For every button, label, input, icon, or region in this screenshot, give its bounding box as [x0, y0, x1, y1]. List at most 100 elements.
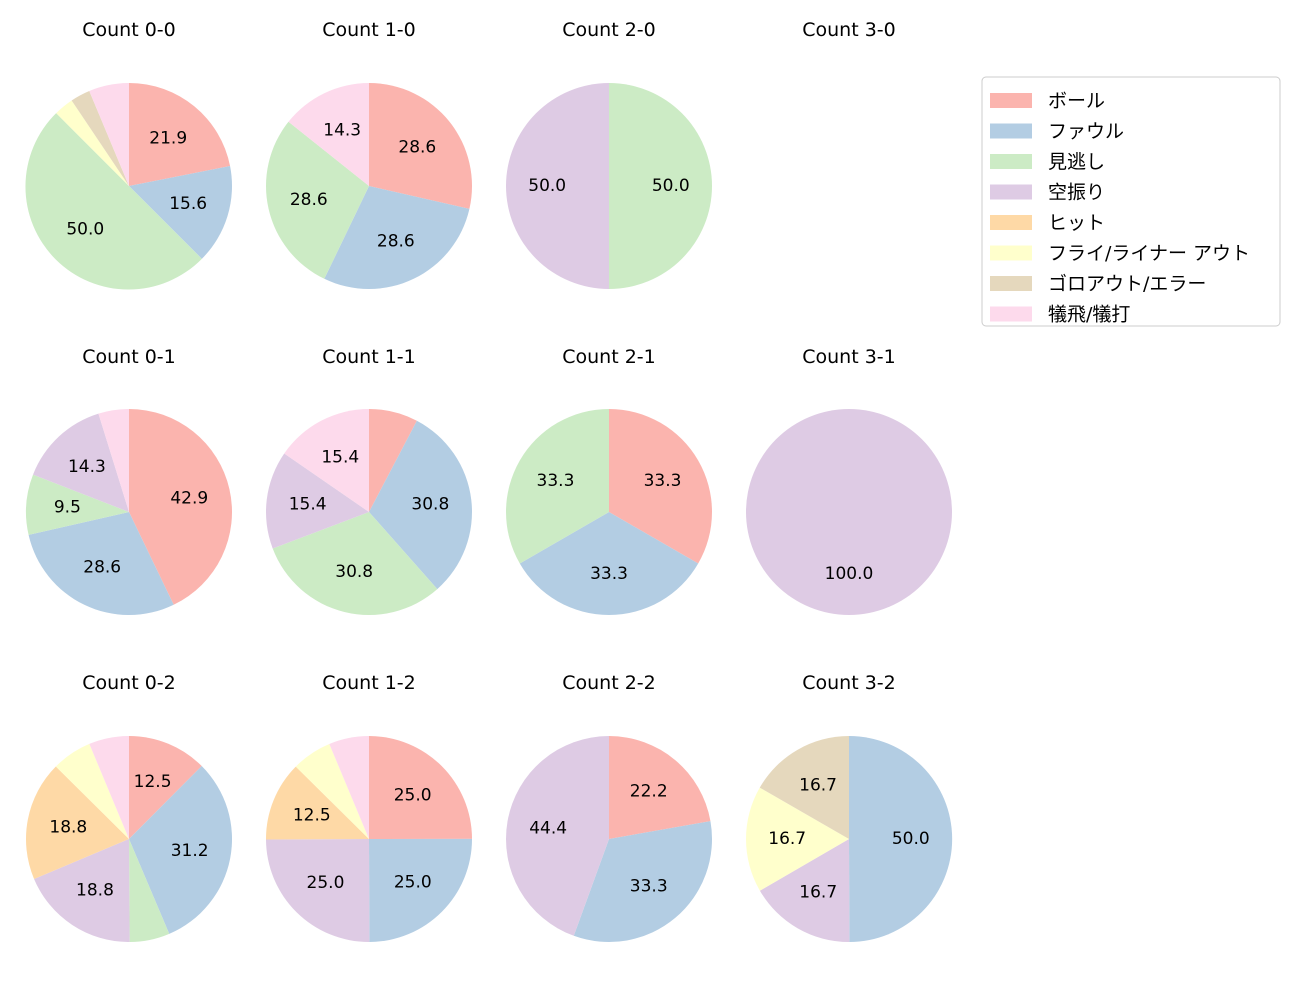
pie-4-label-2: 9.5 [54, 497, 81, 517]
pie-title-10: Count 2-2 [562, 672, 656, 694]
pie-10: Count 2-2 22.2 33.3 44.4 [505, 672, 713, 943]
pie-title-9: Count 1-2 [322, 672, 416, 694]
pie-2-label-3: 50.0 [528, 176, 566, 196]
pie-5: Count 1-1 30.8 30.8 15.4 15.4 [265, 346, 473, 616]
pie-5-slice-1 [369, 420, 473, 590]
pie-8-slice-3 [34, 839, 130, 943]
pie-9-label-0: 25.0 [394, 785, 432, 805]
legend-label-6: ゴロアウト/エラー [1048, 273, 1206, 295]
pie-7: Count 3-1 100.0 [746, 346, 952, 615]
pie-9-label-4: 12.5 [293, 806, 331, 826]
pie-4-label-3: 14.3 [68, 457, 106, 477]
pie-6: Count 2-1 33.3 33.3 33.3 [506, 346, 712, 615]
pie-1-slice-0 [369, 83, 473, 209]
pie-0-slice-2 [25, 113, 202, 290]
pie-3: Count 3-0 [802, 19, 896, 41]
legend-label-4: ヒット [1048, 212, 1105, 234]
pie-4-slice-1 [28, 512, 174, 616]
pie-0-label-1: 15.6 [169, 194, 207, 214]
pie-2-slice-2 [609, 83, 712, 289]
pie-title-2: Count 2-0 [562, 19, 656, 41]
legend-swatch-2 [990, 154, 1032, 169]
legend-swatch-5 [990, 245, 1032, 261]
pie-8-slice-7 [89, 736, 129, 839]
pie-7-slice-3 [746, 409, 952, 615]
pie-8-slice-5 [55, 743, 129, 839]
pie-0-slice-1 [129, 166, 232, 259]
pie-2-label-2: 50.0 [652, 176, 690, 196]
pie-8-label-4: 18.8 [49, 817, 87, 837]
pie-8-slice-2 [129, 839, 170, 942]
pie-9-slice-3 [266, 839, 370, 943]
pie-5-slice-3 [265, 453, 369, 549]
pie-title-7: Count 3-1 [802, 346, 896, 368]
legend-frame [981, 76, 1281, 327]
pie-9-label-1: 25.0 [394, 873, 432, 893]
pie-4-slice-3 [33, 413, 129, 512]
pie-6-slice-2 [506, 409, 609, 564]
pie-1: Count 1-0 28.6 28.6 28.6 14.3 [265, 19, 473, 290]
legend-swatch-6 [990, 276, 1032, 291]
pie-5-label-2: 30.8 [335, 562, 373, 582]
pie-1-label-7: 14.3 [323, 120, 361, 140]
pie-title-3: Count 3-0 [802, 19, 896, 41]
pie-10-slice-0 [609, 736, 711, 839]
legend-label-3: 空振り [1048, 182, 1105, 204]
pie-0-slice-7 [89, 83, 129, 186]
pie-4-label-1: 28.6 [83, 558, 121, 578]
pie-5-label-3: 15.4 [289, 495, 327, 515]
pie-11-label-3: 16.7 [799, 883, 837, 903]
pie-6-label-2: 33.3 [537, 471, 575, 491]
pie-11-slice-6 [759, 736, 849, 839]
pie-9-label-3: 25.0 [307, 873, 345, 893]
pie-8-slice-0 [129, 736, 202, 839]
pie-11-slice-3 [759, 839, 850, 943]
pie-10-slice-1 [573, 821, 713, 943]
pie-4-slice-0 [129, 409, 233, 605]
pie-0-slice-0 [129, 83, 231, 186]
pie-0: Count 0-0 21.9 15.6 50.0 [25, 19, 232, 290]
pie-5-slice-7 [284, 409, 369, 512]
legend-swatch-7 [990, 306, 1032, 322]
pie-1-slice-1 [324, 186, 470, 290]
pie-8-label-1: 31.2 [171, 841, 209, 861]
pie-10-slice-3 [505, 735, 609, 936]
pie-4-slice-2 [25, 474, 129, 535]
legend-swatch-0 [990, 93, 1032, 108]
legend-label-0: ボール [1048, 90, 1105, 112]
pie-9-slice-7 [329, 736, 369, 839]
pie-8: Count 0-2 12.5 31.2 18.8 18.8 [26, 672, 233, 943]
pie-6-label-0: 33.3 [644, 471, 682, 491]
pie-4: Count 0-1 42.9 28.6 9.5 14.3 [25, 346, 233, 616]
pie-8-label-0: 12.5 [134, 772, 172, 792]
pie-1-slice-2 [265, 121, 369, 279]
pie-1-slice-7 [288, 83, 369, 186]
pie-0-label-2: 50.0 [66, 220, 104, 240]
pie-title-5: Count 1-1 [322, 346, 416, 368]
pie-6-label-1: 33.3 [590, 564, 628, 584]
pie-10-label-1: 33.3 [630, 876, 668, 896]
pie-11-slice-1 [849, 735, 953, 942]
legend-swatch-4 [990, 215, 1032, 230]
pie-0-slice-5 [56, 100, 129, 186]
pie-11: Count 3-2 50.0 16.7 16.7 16.7 [746, 672, 953, 943]
pie-11-label-6: 16.7 [799, 776, 837, 796]
pie-8-slice-4 [26, 766, 130, 879]
pie-8-slice-1 [129, 766, 233, 934]
pie-4-label-0: 42.9 [170, 488, 208, 508]
pie-title-8: Count 0-2 [82, 672, 176, 694]
legend-label-2: 見逃し [1048, 151, 1105, 173]
pie-title-4: Count 0-1 [82, 346, 176, 368]
pie-11-slice-5 [746, 787, 849, 891]
pie-6-slice-1 [519, 512, 699, 615]
pie-5-slice-2 [272, 512, 438, 616]
pie-5-label-1: 30.8 [411, 495, 449, 515]
pie-6-slice-0 [609, 409, 712, 564]
pie-7-label-3: 100.0 [825, 564, 874, 584]
pie-1-label-1: 28.6 [377, 232, 415, 252]
pie-8-label-3: 18.8 [76, 881, 114, 901]
legend-swatch-1 [990, 123, 1032, 139]
pie-9: Count 1-2 25.0 25.0 25.0 12.5 [265, 672, 473, 943]
